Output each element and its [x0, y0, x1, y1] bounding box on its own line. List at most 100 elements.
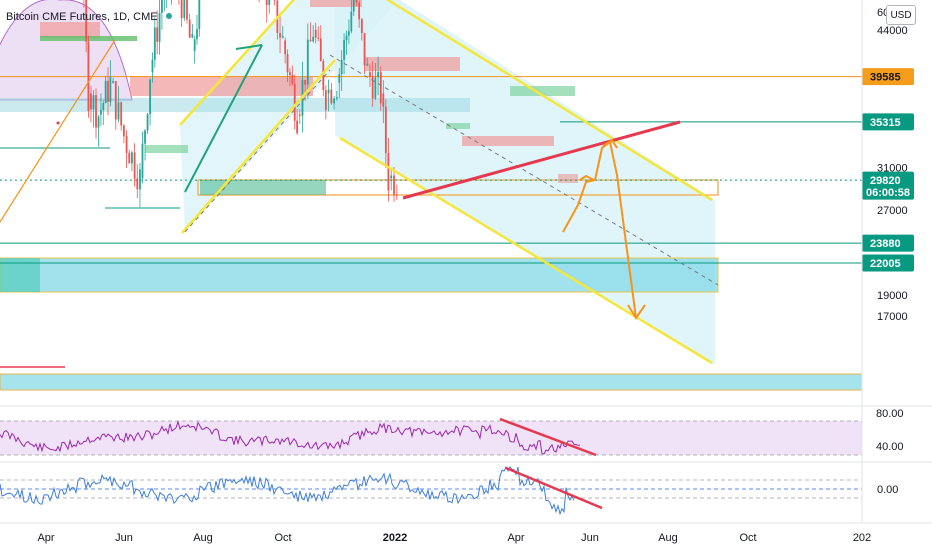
candle-body [324, 90, 327, 110]
candle-body [97, 116, 100, 128]
cyan-zone-bottom [0, 373, 863, 391]
time-label-Jun: Jun [581, 532, 599, 544]
candle-body [149, 79, 151, 115]
price-tag-22005 [862, 254, 914, 272]
price-tick-17000: 17000 [877, 311, 908, 323]
green-zone-left [0, 258, 40, 292]
rsi-line [0, 420, 580, 455]
price-tick-19000: 19000 [877, 290, 908, 302]
candle-body [196, 29, 198, 40]
red-zone-4 [365, 57, 460, 71]
cyan-zone-1 [0, 98, 470, 112]
candle-body [144, 130, 146, 144]
candle-body [340, 60, 343, 74]
red-trendline [402, 120, 681, 200]
candle-body [327, 89, 330, 94]
candle-body [158, 12, 161, 42]
candle-body [92, 95, 95, 110]
down-channel-upper [385, 0, 713, 202]
candle-body [180, 0, 183, 19]
candle-body [350, 11, 353, 32]
price-tag-label-22005: 22005 [870, 258, 901, 270]
candle-body [289, 72, 291, 75]
candle-body [112, 81, 114, 83]
price-tick-27000: 27000 [877, 205, 908, 217]
up-channel-upper [179, 0, 296, 126]
time-label-Jun: Jun [115, 532, 133, 544]
up-channel-lower [181, 59, 336, 234]
price-tag-35315 [862, 113, 914, 131]
price-tag-label-23880: 23880 [870, 238, 901, 250]
green-arrow-line [184, 44, 263, 193]
rsi-tick-80: 80.00 [876, 408, 904, 420]
price-tick-44000: 44000 [877, 25, 908, 37]
candle-body [314, 29, 317, 38]
candle-body [122, 125, 125, 137]
candle-body [279, 32, 281, 38]
candle-body [384, 106, 387, 154]
candle-body [374, 77, 377, 99]
rsi-divergence-line [499, 417, 597, 457]
candle-body [109, 76, 112, 102]
candle-body [352, 0, 355, 12]
market-status-dot [166, 13, 172, 19]
candle-body [161, 0, 163, 13]
candle-body [395, 194, 398, 196]
candle-body [343, 40, 345, 61]
currency-button[interactable]: USD [886, 5, 916, 25]
orange-box [197, 179, 719, 196]
candle-body [393, 175, 395, 195]
red-zone-5 [462, 136, 554, 146]
candle-body [363, 32, 366, 66]
time-label-Oct: Oct [739, 532, 756, 544]
green-zone-2 [145, 145, 188, 153]
candle-body [333, 98, 335, 104]
candle-body [296, 120, 299, 134]
projection-arrowhead-2 [602, 138, 618, 149]
candle-body [131, 152, 133, 164]
candle-body [268, 0, 271, 5]
candle-body [348, 31, 350, 36]
candle-body [317, 37, 320, 39]
down-channel-mid [329, 54, 719, 286]
green-box-aug [200, 180, 326, 195]
candle-body [371, 76, 374, 99]
candle-body [291, 74, 294, 84]
candle-body [309, 39, 312, 42]
down-channel-lower [339, 136, 713, 365]
candle-body [117, 102, 120, 120]
candle-body [188, 19, 191, 38]
green-zone-3 [446, 123, 470, 129]
candle-body [198, 0, 201, 30]
candle-body [265, 0, 268, 5]
candle-body [387, 153, 390, 191]
candle-body [141, 143, 144, 179]
candle-body [151, 59, 154, 73]
candle-body [193, 39, 196, 51]
time-label-202: 202 [853, 532, 871, 544]
candle-body [390, 175, 393, 179]
candle-body [330, 89, 333, 104]
candle-body [335, 97, 338, 99]
osc-line [0, 465, 575, 516]
candle-body [369, 72, 371, 77]
orange-trendline [0, 39, 116, 223]
price-tag-23880 [862, 234, 914, 252]
candle-body [273, 0, 276, 1]
candle-body [358, 2, 361, 20]
candle-body [128, 152, 131, 164]
price-axis-bg [862, 0, 932, 550]
price-tag-countdown: 06:00:58 [866, 187, 910, 199]
candle-body [90, 93, 92, 110]
rsi-tick-40: 40.00 [876, 441, 904, 453]
candle-body [191, 33, 194, 38]
candle-body [319, 38, 322, 62]
time-label-Oct: Oct [274, 532, 291, 544]
candle-body [133, 152, 136, 179]
time-label-Aug: Aug [193, 532, 213, 544]
candle-body [136, 178, 139, 190]
candle-body [153, 27, 156, 60]
price-tag-label-39585: 39585 [870, 72, 901, 84]
